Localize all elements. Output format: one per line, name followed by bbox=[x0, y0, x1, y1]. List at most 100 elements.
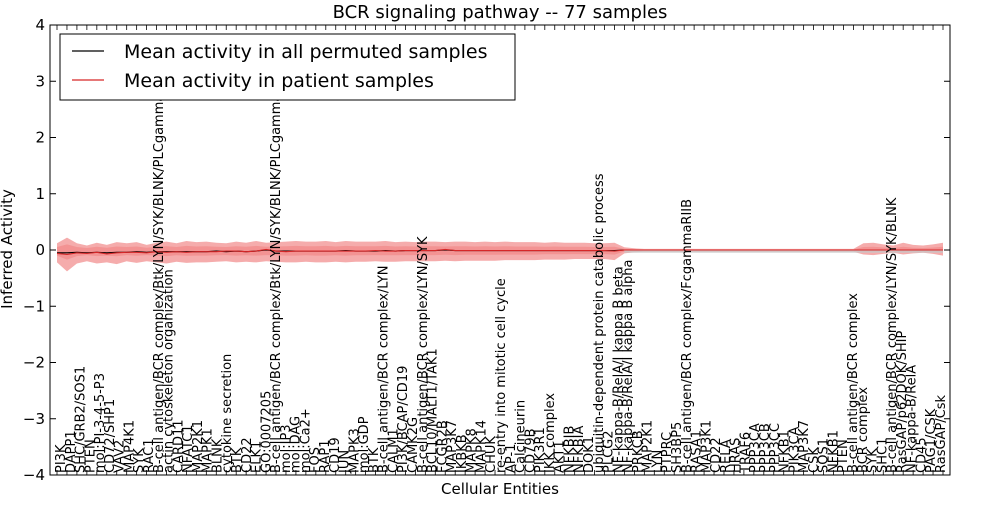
category-label: PTEN bbox=[83, 439, 98, 473]
category-label: PIK3CA bbox=[787, 426, 802, 473]
category-label: RAC1 bbox=[142, 438, 157, 473]
category-label: B-cell antigen/BCR complex/LYN/SYK/BLNK bbox=[885, 197, 900, 473]
y-tick-label: 2 bbox=[35, 129, 45, 147]
category-label: NF-kappa-B/RelA/I kappa B alpha bbox=[621, 260, 636, 473]
series-line-1 bbox=[56, 248, 943, 256]
category-label: CD19 bbox=[328, 437, 343, 473]
category-label: MAPK3 bbox=[347, 428, 362, 473]
x-ticks bbox=[56, 25, 944, 475]
category-label: FCGR2B bbox=[435, 420, 450, 473]
category-label: VAV2 bbox=[113, 440, 128, 473]
category-label: NFKB1 bbox=[826, 430, 841, 473]
category-label: NFATC1 bbox=[181, 425, 196, 473]
category-label: MAPK1 bbox=[201, 428, 216, 473]
category-label: TRAF6 bbox=[738, 432, 753, 474]
category-label: RasGAP/p62DOK/SHIP bbox=[895, 331, 910, 473]
category-label: CHUK bbox=[484, 436, 499, 473]
category-label: SYK bbox=[132, 448, 147, 473]
y-tick-label: 4 bbox=[35, 16, 45, 34]
category-label: FOS bbox=[308, 447, 323, 473]
category-label: BCL10/MALT1/TAK1 bbox=[426, 348, 441, 473]
category-label: mol:Ca2+ bbox=[298, 408, 313, 473]
category-label: ubiquitin-dependent protein catabolic pr… bbox=[592, 173, 607, 473]
category-label: BTK bbox=[230, 447, 245, 473]
category-label: GO:0007205 bbox=[259, 391, 274, 473]
patient-band-inner bbox=[57, 244, 943, 260]
category-label: NF-kappa-B/RelA/I kappa B beta bbox=[611, 266, 626, 473]
category-label: DAPP1 bbox=[64, 430, 79, 473]
category-label: CD79B bbox=[523, 428, 538, 473]
bands bbox=[57, 237, 943, 272]
category-label: JUN bbox=[338, 450, 353, 474]
category-label: B-cell antigen/BCR complex/LYN/SYK bbox=[416, 236, 431, 473]
category-label: MAP3K7 bbox=[797, 420, 812, 473]
category-label: B-cell antigen/BCR complex/Btk/LYN/SYK/B… bbox=[269, 85, 284, 473]
category-label: re-entry into mitotic cell cycle bbox=[494, 278, 509, 473]
category-label: PPP3CC bbox=[768, 423, 783, 473]
category-label: RASA1 bbox=[690, 430, 705, 473]
category-label: HRAS bbox=[729, 438, 744, 473]
category-label: IKBKB bbox=[455, 434, 470, 473]
legend-label-permuted: Mean activity in all permuted samples bbox=[124, 41, 487, 63]
category-label: SH3BP5 bbox=[670, 422, 685, 473]
permuted-band bbox=[624, 250, 943, 253]
category-label: BCR complex bbox=[856, 387, 871, 473]
category-label: PLCG2 bbox=[602, 430, 617, 473]
series-lines bbox=[56, 248, 943, 256]
category-label: MAP3K1 bbox=[699, 420, 714, 473]
category-labels: PI3KDAPP1SHC/GRB2/SOS1PTENmol:PI-3-4-5-P… bbox=[54, 85, 949, 474]
category-label: cytokine secretion bbox=[220, 354, 235, 473]
category-label: SHC1 bbox=[875, 438, 890, 473]
category-label: CALM1 bbox=[386, 428, 401, 473]
y-axis-label: Inferred Activity bbox=[0, 189, 16, 309]
category-label: RELA bbox=[719, 439, 734, 473]
category-label: Calcineurin bbox=[514, 400, 529, 473]
category-label: MAP2K1 bbox=[641, 420, 656, 473]
category-label: CD22 bbox=[709, 437, 724, 473]
category-label: MAP3K7 bbox=[445, 420, 460, 473]
y-tick-label: 0 bbox=[35, 241, 45, 259]
category-label: CD72/SHP1 bbox=[103, 399, 118, 473]
y-tick-label: −4 bbox=[23, 466, 45, 484]
category-label: B-cell antigen/BCR complex/LYN bbox=[377, 266, 392, 473]
category-label: NFKBIA bbox=[572, 426, 587, 473]
y-tick-label: −3 bbox=[23, 410, 45, 428]
x-axis-label: Cellular Entities bbox=[441, 480, 559, 498]
category-label: AP-1 bbox=[504, 444, 519, 473]
category-label: mol:DAG bbox=[289, 416, 304, 473]
category-label: PPP3CA bbox=[748, 423, 763, 473]
category-label: B-cell antigen/BCR complex/Btk/LYN/SYK/B… bbox=[152, 85, 167, 473]
category-label: MAP2K1 bbox=[191, 420, 206, 473]
category-label: LYN bbox=[650, 450, 665, 473]
category-label: BTK bbox=[367, 447, 382, 473]
category-label: B-cell antigen/BCR complex bbox=[846, 293, 861, 473]
category-label: PI3K bbox=[54, 444, 69, 473]
category-label: CSK bbox=[807, 447, 822, 473]
category-label: CAMK2G bbox=[406, 417, 421, 473]
category-label: PTPRC bbox=[660, 432, 675, 473]
category-label: PRKCB bbox=[631, 430, 646, 473]
category-label: DOK1 bbox=[582, 436, 597, 473]
category-label: actin cytoskeleton organization bbox=[162, 269, 177, 473]
category-label: ELK1 bbox=[250, 441, 265, 473]
y-tick-label: 1 bbox=[35, 185, 45, 203]
category-label: SHC/GRB2/SOS1 bbox=[74, 366, 89, 473]
category-label: B-cell antigen/BCR complex/FcgammaRIIB bbox=[680, 199, 695, 473]
category-label: SOS1 bbox=[817, 438, 832, 473]
category-label: PI3K/BCAP/CD19 bbox=[396, 366, 411, 473]
category-label: AKT1 bbox=[553, 440, 568, 473]
category-label: NFKBIB bbox=[562, 426, 577, 473]
category-label: mol:GDP bbox=[357, 416, 372, 473]
category-label: MAP4K1 bbox=[122, 420, 137, 473]
category-label: MAPK8 bbox=[465, 428, 480, 473]
category-label: mol:IP3 bbox=[279, 424, 294, 473]
category-label: IKK complex bbox=[543, 393, 558, 473]
category-label: PIK3R1 bbox=[533, 427, 548, 473]
chart-title: BCR signaling pathway -- 77 samples bbox=[333, 2, 668, 23]
legend-label-patient: Mean activity in patient samples bbox=[124, 70, 434, 92]
category-label: PAG1/CSK bbox=[924, 408, 939, 473]
category-label: mol:PI-3-4-5-P3 bbox=[93, 373, 108, 473]
category-label: CARD11 bbox=[171, 419, 186, 473]
category-label: PTEN bbox=[836, 439, 851, 473]
